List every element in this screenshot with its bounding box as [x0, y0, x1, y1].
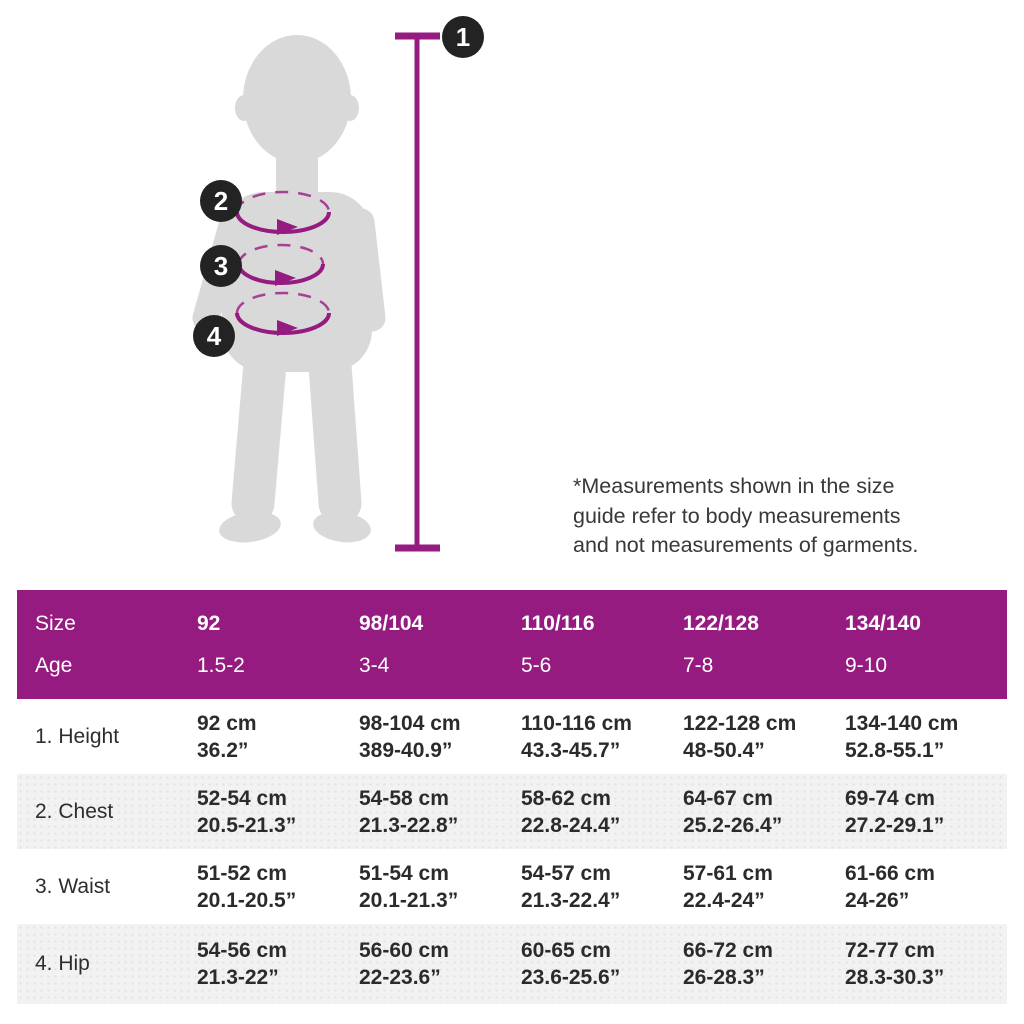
row-label: 2. Chest — [35, 799, 114, 823]
hip-98-104: 56-60 cm 22-23.6” — [359, 939, 449, 989]
table-row-height: 1. Height 92 cm 36.2” 98-104 cm 389-40.9” … — [17, 699, 1007, 774]
right-ear — [341, 95, 359, 121]
left-foot — [219, 511, 281, 543]
waist-92: 51-52 cm 20.1-20.5” — [197, 861, 297, 912]
table-row-chest: 2. Chest 52-54 cm 20.5-21.3” 54-58 cm 21.3… — [17, 774, 1007, 849]
height-98-104: 98-104 cm 389-40.9” — [359, 711, 461, 762]
badge-hip: 4 — [193, 315, 235, 357]
hip-measure-ellipse — [235, 291, 331, 336]
head — [243, 35, 351, 163]
badge-waist: 3 — [200, 245, 242, 287]
size-row-label: Size — [35, 612, 76, 635]
size-col-2: 110/116 — [521, 612, 595, 635]
table-row-hip: 4. Hip 54-56 cm 21.3-22” 56-60 cm 22-23.6”… — [17, 924, 1007, 1004]
age-header-row: Age 1.5-2 3-4 5-6 7-8 9-10 — [17, 645, 1007, 687]
hip-110-116: 60-65 cm 23.6-25.6” — [521, 939, 621, 989]
height-110-116: 110-116 cm 43.3-45.7” — [521, 711, 632, 762]
waist-arrowhead — [275, 270, 296, 286]
right-leg — [307, 330, 362, 525]
hip-92: 54-56 cm 21.3-22” — [197, 939, 287, 989]
row-label: 4. Hip — [35, 952, 90, 975]
child-silhouette — [192, 35, 386, 543]
size-col-1: 98/104 — [359, 612, 424, 635]
chest-110-116: 58-62 cm 22.8-24.4” — [521, 786, 621, 837]
table-row-waist: 3. Waist 51-52 cm 20.1-20.5” 51-54 cm 20.1… — [17, 849, 1007, 924]
chest-134-140: 69-74 cm 27.2-29.1” — [845, 786, 945, 837]
right-foot — [313, 511, 371, 543]
chest-arrowhead — [277, 219, 298, 235]
height-122-128: 122-128 cm 48-50.4” — [683, 711, 797, 762]
left-leg — [231, 330, 288, 525]
age-col-3: 7-8 — [683, 654, 714, 677]
size-col-3: 122/128 — [683, 612, 759, 635]
height-measure-line — [395, 32, 440, 552]
age-col-1: 3-4 — [359, 654, 390, 677]
waist-110-116: 54-57 cm 21.3-22.4” — [521, 861, 621, 912]
age-row-label: Age — [35, 654, 73, 677]
left-ear — [235, 95, 253, 121]
chest-122-128: 64-67 cm 25.2-26.4” — [683, 786, 783, 837]
waist-measure-ellipse — [237, 243, 325, 286]
age-col-0: 1.5-2 — [197, 654, 245, 677]
measurement-note: *Measurements shown in the size guide re… — [573, 472, 918, 561]
hip-134-140: 72-77 cm 28.3-30.3” — [845, 939, 945, 989]
note-line-3: and not measurements of garments. — [573, 533, 919, 557]
waist-122-128: 57-61 cm 22.4-24” — [683, 861, 773, 912]
waist-134-140: 61-66 cm 24-26” — [845, 861, 935, 912]
waist-98-104: 51-54 cm 20.1-21.3” — [359, 861, 459, 912]
size-col-4: 134/140 — [845, 612, 921, 635]
badge-chest: 2 — [200, 180, 242, 222]
size-header-row: Size 92 98/104 110/116 122/128 134/140 — [17, 603, 1007, 645]
age-col-4: 9-10 — [845, 654, 888, 677]
hip-arrowhead — [277, 320, 298, 336]
right-arm — [347, 208, 386, 332]
row-label: 3. Waist — [35, 874, 111, 898]
table-header: Size 92 98/104 110/116 122/128 134/140 A… — [17, 590, 1007, 699]
note-line-2: guide refer to body measurements — [573, 503, 901, 528]
note-line-1: *Measurements shown in the size — [573, 474, 895, 498]
badge-height: 1 — [442, 16, 484, 58]
size-col-0: 92 — [197, 612, 221, 635]
chest-98-104: 54-58 cm 21.3-22.8” — [359, 786, 459, 837]
height-134-140: 134-140 cm 52.8-55.1” — [845, 711, 959, 762]
hip-122-128: 66-72 cm 26-28.3” — [683, 939, 773, 989]
row-label: 1. Height — [35, 724, 120, 748]
size-guide-table: Size 92 98/104 110/116 122/128 134/140 A… — [17, 590, 1007, 1004]
height-92: 92 cm 36.2” — [197, 711, 257, 762]
age-col-2: 5-6 — [521, 654, 552, 677]
child-silhouette-figure — [192, 32, 440, 552]
chest-92: 52-54 cm 20.5-21.3” — [197, 786, 297, 837]
